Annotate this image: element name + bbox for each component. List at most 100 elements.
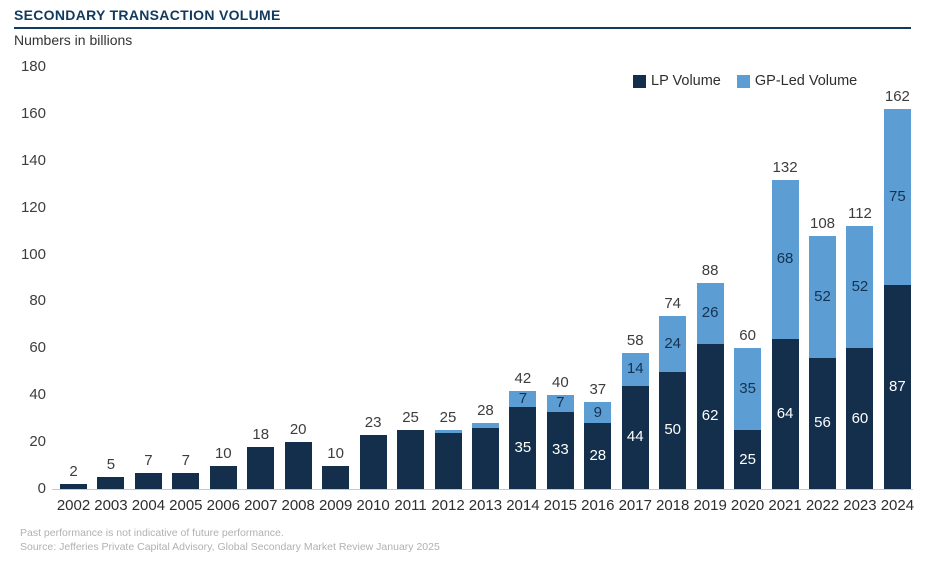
x-axis-tick-label-2004: 2004 <box>131 497 166 514</box>
bar-gp-value-label-2019: 26 <box>701 304 719 322</box>
x-axis-tick-label-2011: 2011 <box>394 497 427 514</box>
gp-led-volume-swatch-icon <box>736 74 750 88</box>
x-axis-tick-label-2015: 2015 <box>543 497 578 514</box>
bar-segment-lp-2024 <box>883 285 911 489</box>
bar-segment-lp-2005 <box>172 472 200 489</box>
x-axis-tick-label-2008: 2008 <box>281 497 315 514</box>
x-axis-tick-label-2017: 2017 <box>618 497 652 514</box>
bar-segment-lp-2022 <box>809 357 836 489</box>
title-underline <box>14 27 911 29</box>
bar-gp-value-label-2020: 35 <box>739 380 756 398</box>
x-axis-tick-label-2006: 2006 <box>206 497 240 514</box>
x-axis-tick-label-2020: 2020 <box>730 497 765 514</box>
bar-segment-gp-2014 <box>509 390 537 407</box>
bar-segment-lp-2018 <box>659 371 687 489</box>
bar-gp-value-label-2024: 75 <box>889 188 906 206</box>
bar-gp-value-label-2014: 7 <box>518 389 528 407</box>
bar-lp-value-label-2021: 64 <box>776 404 794 422</box>
bar-segment-lp-2003 <box>97 477 125 489</box>
bar-total-label-2018: 74 <box>664 294 682 312</box>
bar-total-label-2014: 42 <box>514 369 532 387</box>
x-axis-tick-label-2007: 2007 <box>244 497 278 514</box>
page-title: SECONDARY TRANSACTION VOLUME <box>14 7 281 23</box>
x-axis-tick-label-2009: 2009 <box>318 497 353 514</box>
bar-total-label-2010: 23 <box>364 414 382 432</box>
x-axis-tick-label-2013: 2013 <box>468 497 503 514</box>
bar-segment-lp-2004 <box>134 472 162 489</box>
bar-segment-lp-2021 <box>771 338 799 489</box>
x-axis-tick-label-2012: 2012 <box>431 497 465 514</box>
bar-segment-gp-2015 <box>546 395 574 412</box>
bar-segment-gp-2013 <box>471 423 499 429</box>
bar-gp-value-label-2017: 14 <box>626 360 644 378</box>
x-axis-tick-label-2005: 2005 <box>169 497 203 514</box>
bar-total-label-2012: 25 <box>439 409 457 427</box>
bar-total-label-2022: 108 <box>809 214 836 232</box>
y-axis-tick-label: 180 <box>20 58 46 75</box>
legend-item-lp-volume: LP Volume <box>633 73 721 89</box>
y-axis-tick-label: 60 <box>29 339 46 357</box>
bar-total-label-2023: 112 <box>847 205 872 223</box>
bar-segment-lp-2008 <box>284 442 312 489</box>
x-axis-tick-label-2003: 2003 <box>94 497 128 514</box>
bar-total-label-2019: 88 <box>701 261 719 279</box>
y-axis-tick-label: 80 <box>29 292 46 310</box>
y-axis-tick-label: 0 <box>37 480 46 497</box>
bar-segment-lp-2023 <box>846 348 874 489</box>
bar-segment-lp-2002 <box>60 484 87 489</box>
bar-segment-lp-2014 <box>509 406 537 489</box>
bar-total-label-2013: 28 <box>477 402 494 420</box>
bar-lp-value-label-2017: 44 <box>626 428 644 446</box>
chart-legend: LP Volume GP-Led Volume <box>633 73 857 89</box>
bar-total-label-2005: 7 <box>181 451 191 469</box>
y-axis-tick-label: 140 <box>20 151 46 169</box>
bar-gp-value-label-2022: 52 <box>814 287 831 305</box>
x-axis-tick-label-2024: 2024 <box>880 497 915 514</box>
bar-segment-lp-2009 <box>322 465 350 489</box>
bar-gp-value-label-2016: 9 <box>593 403 602 421</box>
bar-segment-gp-2020 <box>734 348 762 431</box>
legend-item-gp-led-volume: GP-Led Volume <box>736 73 858 89</box>
source-text: Source: Jefferies Private Capital Adviso… <box>20 541 440 553</box>
bar-total-label-2021: 132 <box>772 158 798 176</box>
bar-segment-gp-2016 <box>584 402 612 424</box>
bar-lp-value-label-2014: 35 <box>514 438 532 456</box>
bar-segment-lp-2016 <box>584 423 612 489</box>
bar-lp-value-label-2015: 33 <box>552 441 569 459</box>
bar-total-label-2002: 2 <box>69 463 78 481</box>
bar-segment-lp-2020 <box>734 430 762 489</box>
y-axis-tick-label: 40 <box>29 386 46 404</box>
bar-segment-lp-2011 <box>397 430 425 489</box>
y-axis-tick-label: 100 <box>20 245 46 263</box>
bar-segment-gp-2017 <box>621 353 649 386</box>
y-axis-tick-label: 120 <box>20 198 46 216</box>
bar-total-label-2007: 18 <box>252 425 270 443</box>
bar-segment-lp-2012 <box>434 432 462 489</box>
bar-segment-lp-2015 <box>546 411 574 489</box>
bar-segment-lp-2017 <box>621 385 649 489</box>
bar-total-label-2024: 162 <box>884 88 910 106</box>
bar-segment-lp-2010 <box>359 435 387 489</box>
bar-total-label-2009: 10 <box>327 444 344 462</box>
bar-segment-gp-2022 <box>809 235 836 358</box>
bar-lp-value-label-2020: 25 <box>739 450 756 468</box>
bar-segment-gp-2012 <box>434 430 462 433</box>
bar-segment-gp-2021 <box>771 179 799 339</box>
y-axis-tick-label: 20 <box>29 433 46 451</box>
bar-lp-value-label-2018: 50 <box>664 421 682 439</box>
x-axis-tick-label-2019: 2019 <box>693 497 727 514</box>
bar-lp-value-label-2019: 62 <box>701 407 719 425</box>
legend-label-gp: GP-Led Volume <box>754 73 858 89</box>
x-axis-tick-label-2010: 2010 <box>356 497 390 514</box>
bar-total-label-2008: 20 <box>289 421 307 439</box>
bar-total-label-2017: 58 <box>626 332 644 350</box>
bar-lp-value-label-2024: 87 <box>889 378 906 396</box>
bar-total-label-2016: 37 <box>589 381 607 399</box>
lp-volume-swatch-icon <box>633 74 646 88</box>
chart-subtitle: Numbers in billions <box>14 32 133 48</box>
bar-total-label-2020: 60 <box>739 327 756 345</box>
x-axis-tick-label-2018: 2018 <box>656 497 690 514</box>
bar-total-label-2004: 7 <box>144 451 153 469</box>
bar-segment-gp-2019 <box>696 282 724 344</box>
